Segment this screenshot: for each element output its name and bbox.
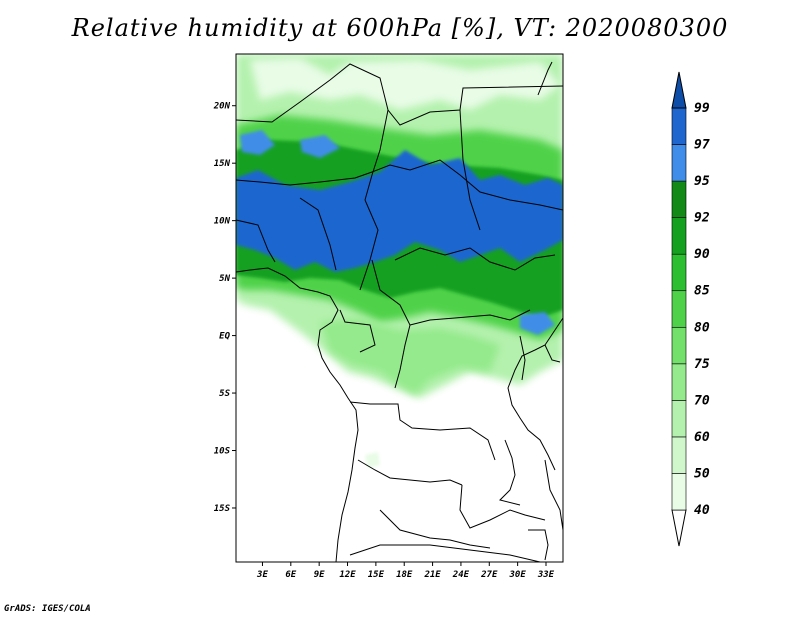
colorbar-level-label: 92 — [694, 211, 710, 226]
colorbar-swatch — [671, 253, 687, 292]
lat-tick-label: 15S — [214, 504, 231, 514]
lon-tick-label: 24E — [452, 570, 470, 580]
lon-tick-label: 21E — [423, 570, 441, 580]
lat-tick-label: 5N — [219, 274, 230, 284]
colorbar-swatch — [671, 400, 687, 438]
lat-tick-label: 15N — [214, 159, 231, 169]
lon-tick-label: 30E — [509, 570, 527, 580]
colorbar-swatch — [671, 144, 687, 182]
colorbar-level-label: 40 — [694, 503, 710, 518]
lon-tick-label: 33E — [537, 570, 555, 580]
colorbar-level-label: 80 — [694, 320, 710, 335]
colorbar-swatch — [671, 473, 687, 511]
colorbar-swatch — [671, 290, 687, 328]
lat-tick-label: 5S — [219, 389, 230, 399]
colorbar-swatch — [671, 436, 687, 474]
lat-tick-label: 20N — [213, 102, 231, 112]
colorbar-level-label: 99 — [694, 101, 710, 116]
country-borders — [236, 61, 563, 562]
lon-tick-label: 6E — [285, 570, 296, 580]
colorbar-level-label: 75 — [694, 357, 710, 372]
colorbar-lower-arrow — [671, 509, 687, 547]
colorbar-level-label: 85 — [694, 284, 710, 299]
colorbar-legend: 40 50 60 70 75 80 85 90 92 95 97 99 — [671, 71, 710, 547]
colorbar-swatch — [671, 180, 687, 218]
colorbar-swatch — [671, 326, 687, 365]
lon-tick-label: 3E — [256, 570, 268, 580]
longitude-axis: 3E 6E 9E 12E 15E 18E 21E 24E 27E 30E 33E — [256, 562, 555, 580]
lon-tick-label: 27E — [480, 570, 498, 580]
lon-tick-label: 12E — [339, 570, 356, 580]
lon-tick-label: 15E — [368, 570, 385, 580]
lat-tick-label: 10S — [214, 447, 231, 457]
grads-credit: GrADS: IGES/COLA — [4, 604, 91, 614]
colorbar-level-label: 90 — [694, 247, 710, 262]
latitude-axis: 20N 15N 10N 5N EQ 5S 10S 15S — [213, 102, 236, 514]
lon-tick-label: 18E — [396, 570, 413, 580]
lat-tick-label: EQ — [219, 332, 230, 342]
colorbar-swatch — [671, 107, 687, 145]
map-frame — [235, 53, 564, 563]
colorbar-level-label: 50 — [694, 466, 710, 481]
colorbar-level-label: 97 — [694, 138, 710, 153]
humidity-field — [236, 54, 563, 562]
lon-tick-label: 9E — [314, 570, 325, 580]
lat-tick-label: 10N — [214, 217, 231, 227]
chart-title: Relative humidity at 600hPa [%], VT: 202… — [71, 14, 729, 42]
colorbar-level-label: 60 — [694, 430, 710, 445]
colorbar-upper-arrow — [671, 71, 687, 109]
colorbar-level-label: 70 — [694, 393, 710, 408]
colorbar-swatch — [671, 217, 687, 255]
colorbar-level-label: 95 — [694, 174, 710, 189]
colorbar-swatch — [671, 363, 687, 401]
